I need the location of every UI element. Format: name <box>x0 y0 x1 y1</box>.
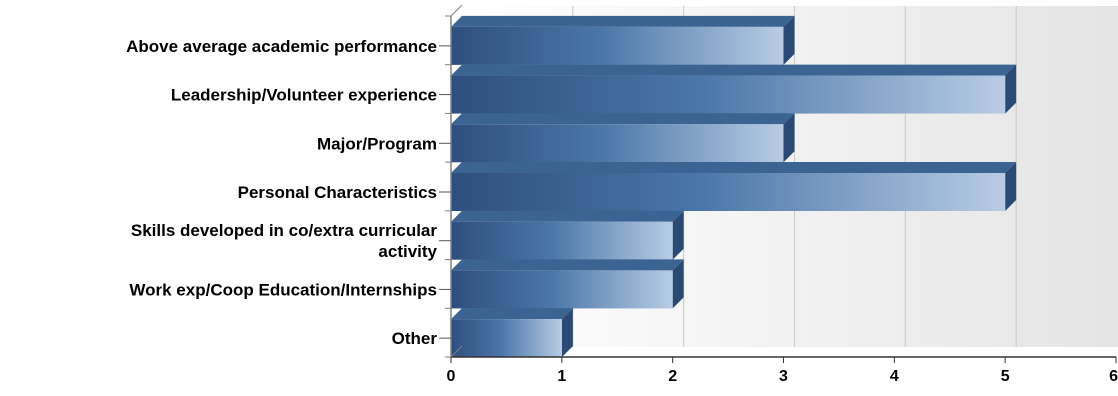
category-label-line: Above average academic performance <box>126 37 437 56</box>
x-tick-label: 6 <box>1109 368 1118 385</box>
category-label: Leadership/Volunteer experience <box>171 86 437 105</box>
x-tick-label: 5 <box>1001 368 1010 385</box>
axes <box>439 4 1117 363</box>
category-label: Other <box>392 329 438 348</box>
bar <box>451 113 795 163</box>
y-axis-depth-line <box>450 4 463 17</box>
bar-top-face <box>451 64 1017 76</box>
bar-top-face <box>451 308 573 320</box>
bar-side-face <box>1005 162 1017 211</box>
bar <box>451 162 1017 211</box>
category-label-line: Other <box>392 329 438 348</box>
bar-front-face <box>451 75 1006 114</box>
bar-front-face <box>451 173 1006 211</box>
category-label-line: Leadership/Volunteer experience <box>171 86 437 105</box>
x-axis-depth-line <box>450 345 463 358</box>
category-label: Personal Characteristics <box>238 183 437 202</box>
bar-side-face <box>783 113 795 163</box>
category-label-line: Personal Characteristics <box>238 183 437 202</box>
bar <box>451 259 684 309</box>
x-tick-label: 4 <box>890 368 899 385</box>
bar-side-face <box>672 210 684 260</box>
bar <box>451 210 684 260</box>
tick-labels: 0 1 2 3 4 5 6 <box>447 368 1118 385</box>
bar-side-face <box>1005 64 1017 114</box>
x-tick-label: 1 <box>557 368 566 385</box>
category-label-line: Skills developed in co/extra curricular <box>131 221 438 240</box>
bar-side-face <box>783 15 795 65</box>
category-label: Skills developed in co/extra curricular a… <box>131 221 438 261</box>
bar-front-face <box>451 319 562 358</box>
x-tick-label: 3 <box>779 368 788 385</box>
category-label: Work exp/Coop Education/Internships <box>129 280 437 299</box>
bar-front-face <box>451 124 784 163</box>
category-label-line: Work exp/Coop Education/Internships <box>129 280 437 299</box>
bar-top-face <box>451 113 795 125</box>
category-label: Major/Program <box>317 134 437 153</box>
bars <box>451 15 1017 358</box>
bar <box>451 308 573 358</box>
bar-front-face <box>451 26 784 65</box>
x-tick-label: 2 <box>668 368 677 385</box>
category-labels: Above average academic performance Leader… <box>126 37 437 348</box>
bar-top-face <box>451 259 684 271</box>
bar <box>451 64 1017 114</box>
bar-front-face <box>451 270 673 309</box>
category-label-line: activity <box>378 242 437 261</box>
bar-front-face <box>451 221 673 260</box>
bar-side-face <box>561 308 573 358</box>
bar-top-face <box>451 210 684 222</box>
bar-top-face <box>451 162 1017 173</box>
category-label: Above average academic performance <box>126 37 437 56</box>
x-tick-label: 0 <box>447 368 456 385</box>
bar <box>451 15 795 65</box>
category-label-line: Major/Program <box>317 134 437 153</box>
bar-top-face <box>451 15 795 27</box>
bar-side-face <box>672 259 684 309</box>
